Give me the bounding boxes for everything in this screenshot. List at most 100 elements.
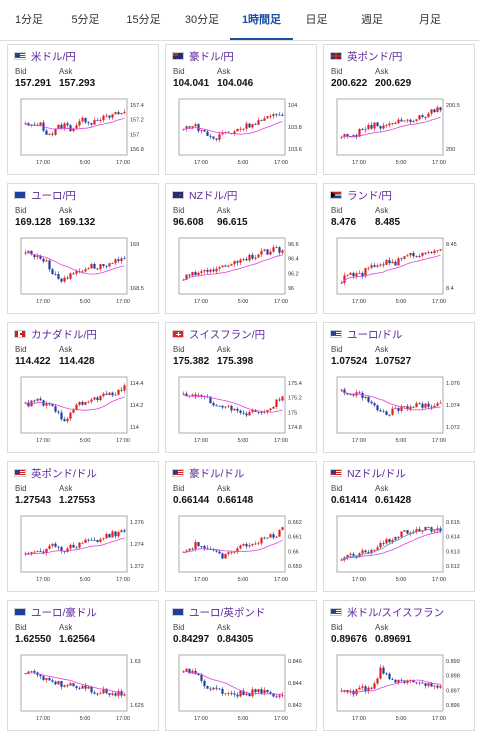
card-header: 豪ドル/円 [172, 49, 234, 63]
bid-label: Bid [15, 206, 27, 215]
pair-link[interactable]: 英ポンド/円 [347, 50, 403, 63]
pair-link[interactable]: ユーロ/豪ドル [31, 606, 97, 619]
candlestick-chart[interactable]: 0.846 0.844 0.842 17:00 5:00 17:00 [173, 651, 312, 727]
candle-body [373, 403, 376, 406]
plot-frame [20, 98, 128, 156]
candle-body [361, 686, 364, 688]
flag-icon [14, 191, 26, 199]
candlestick-chart[interactable]: 1.076 1.074 1.072 17:00 5:00 17:00 [331, 373, 470, 449]
candlestick-chart[interactable]: 169 168.5 17:00 5:00 17:00 [15, 234, 154, 310]
y-tick-label: 175.4 [288, 381, 302, 387]
tab-6[interactable]: 週足 [361, 14, 383, 26]
tab-7[interactable]: 月足 [419, 14, 441, 26]
pair-link[interactable]: 英ポンド/ドル [31, 467, 97, 480]
candlestick-chart[interactable]: 104 103.8 103.6 17:00 5:00 17:00 [173, 95, 312, 171]
y-tick-label: 157.4 [130, 103, 144, 109]
pair-link[interactable]: ユーロ/英ポンド [189, 606, 266, 619]
candlestick-chart[interactable]: 1.63 1.625 17:00 5:00 17:00 [15, 651, 154, 727]
tab-3[interactable]: 30分足 [184, 14, 220, 26]
candle-body [424, 252, 427, 254]
candlestick-chart[interactable]: 1.276 1.274 1.272 17:00 5:00 17:00 [15, 512, 154, 588]
pair-link[interactable]: NZドル/円 [189, 189, 238, 202]
candle-body [269, 116, 272, 117]
candle-body [227, 265, 230, 267]
candle-body [102, 688, 105, 694]
pair-link[interactable]: 豪ドル/ドル [189, 467, 245, 480]
tab-1[interactable]: 5分足 [71, 14, 100, 26]
rate-card[interactable]: 米ドル/スイスフラン Bid Ask 0.89676 0.89691 0.899 0.898… [323, 600, 475, 731]
card-header: 豪ドル/ドル [172, 466, 244, 480]
x-tick-label: 5:00 [238, 160, 249, 166]
rate-card[interactable]: スイスフラン/円 Bid Ask 175.382 175.398 175.4 175.2 17… [165, 322, 317, 453]
candle-body [266, 249, 269, 255]
candle-body [63, 685, 66, 687]
candle-body [117, 259, 120, 262]
tab-0[interactable]: 1分足 [14, 14, 44, 26]
rate-card[interactable]: ユーロ/円 Bid Ask 169.128 169.132 169 168.5 17:00 5:… [7, 183, 159, 314]
pair-link[interactable]: 米ドル/円 [31, 50, 76, 63]
pair-link[interactable]: スイスフラン/円 [189, 328, 266, 341]
card-header: 英ポンド/円 [330, 49, 402, 63]
rate-card[interactable]: 米ドル/円 Bid Ask 157.291 157.293 157.4 157.2 157 15… [7, 44, 159, 175]
candle-body [200, 546, 203, 547]
candlestick-chart[interactable]: 114.4 114.2 114 17:00 5:00 17:00 [15, 373, 154, 449]
bid-value: 1.07524 [331, 356, 368, 367]
candlestick-chart[interactable]: 0.615 0.614 0.613 0.612 17:00 5:00 17:00 [331, 512, 470, 588]
pair-link[interactable]: カナダドル/円 [31, 328, 97, 341]
candle-body [51, 404, 54, 407]
bid-value: 0.84297 [173, 634, 210, 645]
quote-values: 1.07524 1.07527 [331, 356, 419, 367]
candle-body [251, 543, 254, 546]
ask-value: 104.046 [217, 78, 254, 89]
ask-value: 1.07527 [375, 356, 412, 367]
pair-link[interactable]: 豪ドル/円 [189, 50, 234, 63]
rate-card[interactable]: カナダドル/円 Bid Ask 114.422 114.428 114.4 114.2 114… [7, 322, 159, 453]
y-tick-label: 114.4 [130, 381, 143, 387]
candle-body [227, 405, 230, 407]
candle-body [63, 277, 66, 282]
candlestick-chart[interactable]: 175.4 175.2 175 174.8 17:00 5:00 17:00 [173, 373, 312, 449]
candle-body [45, 130, 48, 135]
tab-4[interactable]: 1時間足 [230, 0, 293, 40]
chart-svg: 0.846 0.844 0.842 17:00 5:00 17:00 [178, 654, 302, 722]
rate-card[interactable]: NZドル/円 Bid Ask 96.608 96.615 96.6 96.4 96.2 96 17… [165, 183, 317, 314]
candle-body [391, 679, 394, 680]
candle-body [45, 548, 48, 553]
candle-body [406, 406, 409, 410]
y-tick-label: 103.6 [288, 147, 302, 153]
candlestick-chart[interactable]: 157.4 157.2 157 156.8 17:00 5:00 17:00 [15, 95, 154, 171]
bid-value: 1.27543 [15, 495, 52, 506]
rate-card[interactable]: 豪ドル/ドル Bid Ask 0.66144 0.66148 0.662 0.661 0.66… [165, 461, 317, 592]
candle-body [185, 393, 188, 397]
rate-card[interactable]: ランド/円 Bid Ask 8.476 8.485 8.45 8.4 17:00 5:00 17:… [323, 183, 475, 314]
candle-body [87, 268, 90, 270]
candle-body [275, 114, 278, 116]
candle-body [227, 693, 230, 694]
ask-value: 0.84305 [217, 634, 254, 645]
candle-body [346, 274, 349, 276]
pair-link[interactable]: ユーロ/円 [31, 189, 76, 202]
rate-card[interactable]: ユーロ/英ポンド Bid Ask 0.84297 0.84305 0.846 0.844 0.… [165, 600, 317, 731]
rate-card[interactable]: ユーロ/豪ドル Bid Ask 1.62550 1.62564 1.63 1.625 17:0… [7, 600, 159, 731]
rate-card[interactable]: ユーロ/ドル Bid Ask 1.07524 1.07527 1.076 1.074 1.07… [323, 322, 475, 453]
pair-link[interactable]: 米ドル/スイスフラン [347, 606, 445, 619]
candlestick-chart[interactable]: 0.662 0.661 0.66 0.659 17:00 5:00 17:00 [173, 512, 312, 588]
rate-card[interactable]: 豪ドル/円 Bid Ask 104.041 104.046 104 103.8 103.6 17… [165, 44, 317, 175]
candlestick-chart[interactable]: 0.899 0.898 0.897 0.896 17:00 5:00 17:00 [331, 651, 470, 727]
rate-card[interactable]: 英ポンド/円 Bid Ask 200.622 200.629 200.5 200 17:00 5… [323, 44, 475, 175]
rate-card[interactable]: 英ポンド/ドル Bid Ask 1.27543 1.27553 1.276 1.274 1.2… [7, 461, 159, 592]
pair-link[interactable]: NZドル/ドル [347, 467, 406, 480]
candlestick-chart[interactable]: 200.5 200 17:00 5:00 17:00 [331, 95, 470, 171]
tab-2[interactable]: 15分足 [126, 14, 161, 26]
candle-body [239, 690, 242, 697]
candle-body [266, 690, 269, 693]
tab-5[interactable]: 日足 [305, 14, 328, 26]
candle-body [266, 410, 269, 412]
pair-link[interactable]: ランド/円 [347, 189, 392, 202]
candle-body [191, 394, 194, 396]
candlestick-chart[interactable]: 96.6 96.4 96.2 96 17:00 5:00 17:00 [173, 234, 312, 310]
rate-card[interactable]: NZドル/ドル Bid Ask 0.61414 0.61428 0.615 0.614 0.6… [323, 461, 475, 592]
candlestick-chart[interactable]: 8.45 8.4 17:00 5:00 17:00 [331, 234, 470, 310]
pair-link[interactable]: ユーロ/ドル [347, 328, 403, 341]
y-tick-label: 114 [130, 425, 139, 431]
